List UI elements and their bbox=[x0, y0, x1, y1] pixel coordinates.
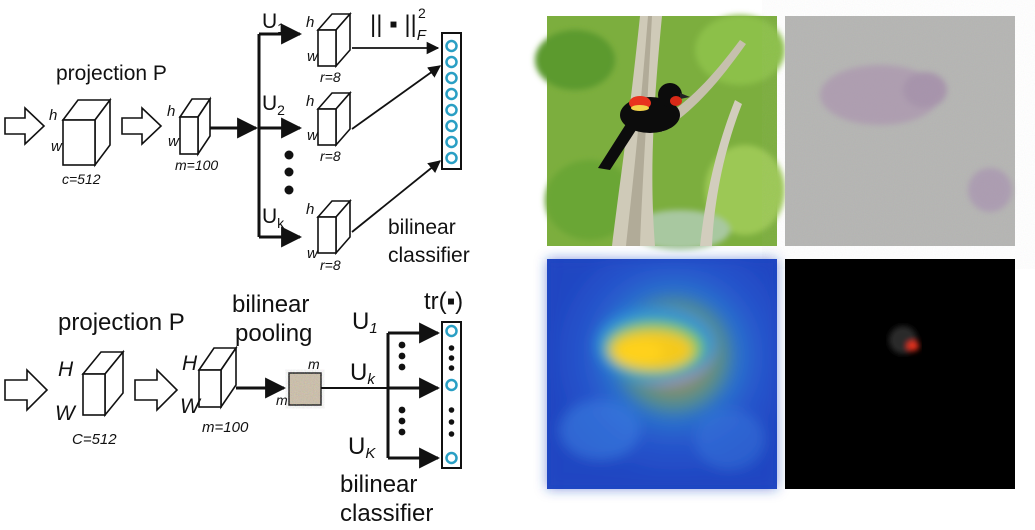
bird bbox=[598, 83, 690, 170]
top-cube-h: h bbox=[49, 107, 57, 124]
classifier-column-top bbox=[441, 32, 462, 170]
classifier-node bbox=[445, 71, 458, 85]
to-classifier-arrow-k bbox=[351, 160, 441, 233]
panel-heatmap bbox=[547, 259, 777, 489]
panel-masked-bird bbox=[785, 259, 1015, 489]
pooling-label-2: pooling bbox=[235, 320, 312, 347]
pool-dim-left: m bbox=[276, 392, 288, 408]
classifier-nodes-bottom bbox=[445, 324, 458, 465]
classifier-node bbox=[445, 87, 458, 101]
input-arrow-bottom bbox=[4, 368, 49, 412]
projected-slab-bottom bbox=[197, 345, 238, 410]
top-pipeline: projection P h w c=512 h w m=100 U1 U2 U… bbox=[4, 5, 470, 273]
bottom-cube-c: C=512 bbox=[72, 431, 117, 448]
input-cube-bottom bbox=[81, 349, 125, 418]
classifier-column-bottom bbox=[441, 321, 462, 469]
top-slab-w: w bbox=[168, 133, 180, 150]
classifier-node bbox=[445, 103, 458, 117]
bottom-slab-m: m=100 bbox=[202, 419, 249, 436]
top-classifier-label-1: bilinear bbox=[388, 216, 456, 239]
top-slab-h: h bbox=[167, 103, 175, 120]
bottom-branch-uK: UK bbox=[348, 433, 376, 462]
bottom-projection-label: projection P bbox=[58, 309, 185, 336]
branch-slab-2 bbox=[316, 90, 352, 148]
classifier-node bbox=[445, 119, 458, 133]
pooling-label-1: bilinear bbox=[232, 291, 309, 318]
bottom-cube-h: H bbox=[58, 358, 74, 381]
panel-gradient-map bbox=[785, 16, 1015, 246]
bottom-classifier-label-2: classifier bbox=[340, 500, 433, 527]
bottom-branch-uk: Uk bbox=[350, 359, 376, 388]
projected-slab-top bbox=[178, 96, 212, 157]
input-arrow-top bbox=[4, 106, 46, 146]
branch1-h: h bbox=[306, 14, 314, 31]
classifier-node bbox=[445, 135, 458, 149]
panel-bird-photo bbox=[535, 15, 785, 250]
classifier-node bbox=[445, 55, 458, 69]
projection-arrow-top bbox=[121, 106, 163, 146]
branch2-h: h bbox=[306, 93, 314, 110]
top-cube-c: c=512 bbox=[62, 171, 101, 187]
bottom-classifier-label-1: bilinear bbox=[340, 471, 417, 498]
trace-label: tr(▪) bbox=[424, 288, 463, 315]
bottom-branch-u1: U1 bbox=[352, 308, 378, 337]
branchk-w: w bbox=[307, 245, 319, 262]
branch2-w: w bbox=[307, 127, 319, 144]
input-cube-top bbox=[61, 97, 112, 168]
to-classifier-arrow-2 bbox=[351, 65, 442, 130]
projection-arrow-bottom bbox=[134, 368, 179, 412]
pooled-matrix-texture bbox=[289, 373, 321, 405]
bottom-slab-w: W bbox=[180, 395, 202, 418]
top-cube-w: w bbox=[51, 138, 63, 155]
branch-slab-1 bbox=[316, 11, 352, 69]
branch2-r: r=8 bbox=[320, 148, 341, 164]
branchk-r: r=8 bbox=[320, 257, 341, 273]
top-projection-label: projection P bbox=[56, 62, 167, 85]
frobenius-norm-label: || ▪ ||F2 bbox=[370, 5, 427, 44]
branch-label-u1: U1 bbox=[262, 10, 285, 36]
bottom-branch-ellipsis bbox=[398, 341, 406, 436]
top-classifier-label-2: classifier bbox=[388, 244, 470, 267]
branch1-r: r=8 bbox=[320, 69, 341, 85]
classifier-node bbox=[445, 151, 458, 165]
bottom-slab-h: H bbox=[182, 352, 198, 375]
branchk-h: h bbox=[306, 201, 314, 218]
branch-slab-k bbox=[316, 198, 352, 256]
classifier-nodes-top bbox=[445, 39, 458, 165]
bottom-pipeline: projection P bilinear pooling H W C=512 … bbox=[4, 288, 463, 527]
branch-ellipsis-top bbox=[284, 150, 294, 195]
bottom-cube-w: W bbox=[55, 402, 77, 425]
top-slab-m: m=100 bbox=[175, 157, 218, 173]
branch-label-u2: U2 bbox=[262, 92, 285, 118]
classifier-node bbox=[445, 39, 458, 53]
branch-label-uk: Uk bbox=[262, 205, 285, 231]
pool-dim-top: m bbox=[308, 356, 320, 372]
branch1-w: w bbox=[307, 48, 319, 65]
